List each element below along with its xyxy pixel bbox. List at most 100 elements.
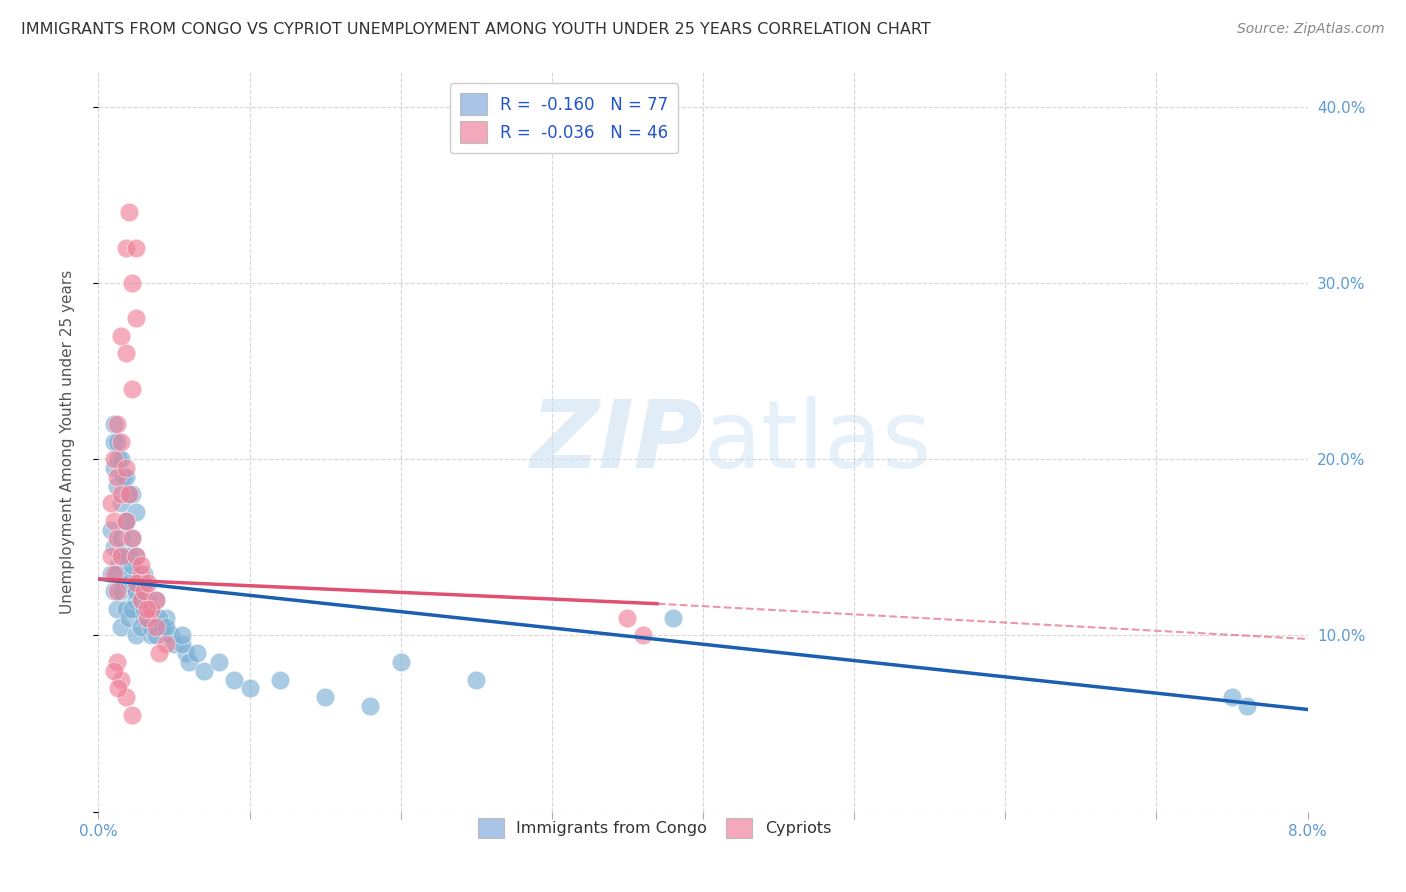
Point: [121, 532, 143, 546]
Point: [135, 593, 157, 607]
Point: [163, 637, 186, 651]
Point: [118, 487, 141, 501]
Point: [114, 514, 136, 528]
Point: [121, 382, 143, 396]
Point: [141, 602, 163, 616]
Point: [129, 566, 152, 581]
Point: [103, 664, 125, 678]
Point: [121, 602, 143, 616]
Point: [132, 575, 155, 590]
Point: [103, 584, 125, 599]
Point: [208, 655, 231, 669]
Point: [155, 619, 177, 633]
Text: atlas: atlas: [703, 395, 931, 488]
Point: [125, 584, 148, 599]
Point: [186, 646, 208, 660]
Point: [125, 311, 148, 326]
Point: [1236, 698, 1258, 713]
Point: [135, 602, 157, 616]
Point: [114, 602, 136, 616]
Point: [145, 593, 167, 607]
Point: [160, 628, 183, 642]
Point: [103, 417, 125, 431]
Point: [100, 566, 122, 581]
Point: [105, 470, 128, 484]
Point: [107, 452, 129, 467]
Point: [125, 549, 148, 563]
Point: [136, 611, 159, 625]
Point: [179, 655, 201, 669]
Point: [224, 673, 246, 687]
Point: [145, 619, 167, 633]
Point: [121, 276, 143, 290]
Point: [155, 637, 177, 651]
Point: [661, 611, 683, 625]
Point: [111, 470, 134, 484]
Point: [118, 205, 141, 219]
Text: IMMIGRANTS FROM CONGO VS CYPRIOT UNEMPLOYMENT AMONG YOUTH UNDER 25 YEARS CORRELA: IMMIGRANTS FROM CONGO VS CYPRIOT UNEMPLO…: [21, 22, 931, 37]
Point: [141, 628, 163, 642]
Point: [1220, 690, 1243, 705]
Point: [129, 558, 152, 572]
Point: [145, 628, 167, 642]
Point: [170, 628, 193, 642]
Point: [360, 698, 382, 713]
Legend: Immigrants from Congo, Cypriots: Immigrants from Congo, Cypriots: [471, 811, 838, 845]
Point: [121, 707, 143, 722]
Point: [128, 575, 150, 590]
Point: [110, 496, 132, 510]
Point: [174, 646, 197, 660]
Point: [135, 611, 157, 625]
Point: [132, 602, 155, 616]
Point: [110, 549, 132, 563]
Text: ZIP: ZIP: [530, 395, 703, 488]
Point: [631, 628, 654, 642]
Point: [114, 346, 136, 360]
Point: [118, 487, 141, 501]
Point: [136, 575, 159, 590]
Point: [148, 611, 170, 625]
Point: [132, 566, 155, 581]
Point: [110, 434, 132, 449]
Point: [107, 681, 129, 696]
Point: [145, 593, 167, 607]
Point: [121, 487, 143, 501]
Point: [103, 566, 125, 581]
Point: [105, 417, 128, 431]
Point: [103, 541, 125, 555]
Point: [193, 664, 215, 678]
Point: [118, 549, 141, 563]
Point: [141, 602, 163, 616]
Point: [114, 241, 136, 255]
Point: [269, 673, 291, 687]
Point: [103, 461, 125, 475]
Point: [125, 584, 148, 599]
Point: [114, 514, 136, 528]
Point: [114, 470, 136, 484]
Point: [100, 523, 122, 537]
Point: [105, 655, 128, 669]
Point: [114, 690, 136, 705]
Point: [125, 505, 148, 519]
Point: [129, 619, 152, 633]
Point: [114, 514, 136, 528]
Point: [105, 566, 128, 581]
Point: [110, 673, 132, 687]
Point: [129, 593, 152, 607]
Point: [616, 611, 638, 625]
Point: [389, 655, 412, 669]
Point: [110, 532, 132, 546]
Point: [125, 593, 148, 607]
Point: [148, 646, 170, 660]
Point: [110, 619, 132, 633]
Point: [103, 452, 125, 467]
Point: [118, 611, 141, 625]
Point: [105, 532, 128, 546]
Point: [121, 566, 143, 581]
Point: [103, 514, 125, 528]
Point: [100, 549, 122, 563]
Point: [114, 461, 136, 475]
Point: [118, 575, 141, 590]
Point: [132, 584, 155, 599]
Point: [155, 611, 177, 625]
